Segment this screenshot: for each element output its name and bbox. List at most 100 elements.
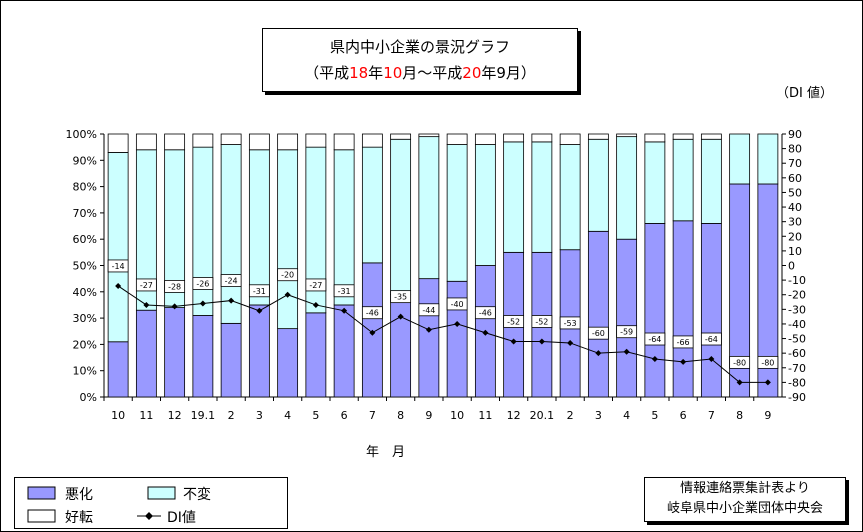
x-tick-label: 20.1: [530, 409, 555, 422]
di-label: -52: [535, 317, 548, 326]
x-tick-label: 7: [369, 409, 376, 422]
left-tick-label: 100%: [66, 128, 97, 141]
x-tick-label: 9: [764, 409, 771, 422]
bar-same: [587, 138, 609, 232]
x-tick-label: 7: [708, 409, 715, 422]
di-point: [199, 300, 206, 307]
di-label: -80: [733, 358, 746, 367]
x-tick-label: 10: [111, 409, 125, 422]
right-tick-label: 90: [788, 128, 802, 141]
right-tick-label: -80: [788, 376, 806, 389]
di-label-box: [559, 316, 581, 330]
x-tick-label: 9: [425, 409, 432, 422]
di-label: -40: [451, 300, 464, 309]
subtitle-part-1: 18: [349, 64, 369, 82]
di-point: [736, 379, 743, 386]
di-label: -59: [620, 328, 633, 337]
di-point: [312, 301, 319, 308]
source-note: 情報連絡票集計表より 岐阜県中小企業団体中央会: [644, 477, 846, 522]
bar-good: [503, 133, 525, 143]
bar-bad: [672, 220, 694, 398]
bar-good: [644, 133, 666, 143]
di-point: [397, 313, 404, 320]
di-label: -64: [648, 335, 661, 344]
left-tick-label: 50%: [73, 260, 97, 273]
legend-swatch-same: [147, 486, 176, 500]
di-label: -66: [677, 338, 690, 347]
di-label: -14: [112, 262, 125, 271]
di-label-box: [503, 315, 525, 328]
right-tick-label: -60: [788, 347, 806, 360]
di-label-box: [729, 355, 751, 369]
legend-swatch-di-marker: [145, 512, 153, 520]
bar-good: [333, 133, 355, 151]
right-tick-label: -40: [788, 318, 806, 331]
bar-bad: [333, 304, 355, 398]
bar-same: [446, 144, 468, 282]
di-point: [228, 297, 235, 304]
bar-same: [248, 149, 270, 306]
di-point: [284, 291, 291, 298]
di-point: [425, 326, 432, 333]
right-tick-label: 40: [788, 201, 802, 214]
di-point: [623, 348, 630, 355]
bar-good: [616, 133, 638, 138]
x-tick-label: 6: [680, 409, 687, 422]
di-label: -60: [592, 329, 605, 338]
bar-good: [192, 133, 214, 148]
di-label: -24: [225, 277, 238, 286]
x-tick-label: 4: [623, 409, 630, 422]
di-label: -20: [281, 271, 294, 280]
bar-good: [418, 133, 440, 138]
x-tick-label: 2: [567, 409, 574, 422]
di-point: [567, 339, 574, 346]
subtitle-part-2: 年: [368, 64, 384, 82]
left-tick-label: 70%: [73, 207, 97, 220]
di-label-box: [248, 284, 270, 298]
di-point: [171, 303, 178, 310]
bar-bad: [277, 328, 299, 398]
di-label-box: [135, 278, 157, 292]
right-tick-label: 30: [788, 216, 802, 229]
left-tick-label: 80%: [73, 181, 97, 194]
bar-same: [333, 149, 355, 306]
bar-same: [616, 136, 638, 240]
bar-same: [531, 141, 553, 253]
di-label-box: [474, 306, 496, 320]
bar-good: [248, 133, 270, 151]
bar-bad: [220, 322, 242, 398]
x-tick-label: 3: [595, 409, 602, 422]
right-tick-label: -70: [788, 362, 806, 375]
di-label-box: [672, 335, 694, 349]
bar-same: [559, 144, 581, 251]
legend-label-di: DI値: [167, 510, 196, 526]
di-point: [256, 307, 263, 314]
chart-title-box: 県内中小企業の景況グラフ （平成18年10月～平成20年9月）: [262, 28, 578, 92]
di-label: -44: [422, 306, 435, 315]
di-label-box: [446, 297, 468, 311]
legend-label-same: 不変: [183, 487, 211, 503]
di-point: [538, 338, 545, 345]
bar-good: [361, 133, 383, 148]
right-tick-label: 10: [788, 245, 802, 258]
left-tick-label: 10%: [73, 365, 97, 378]
bar-bad: [616, 238, 638, 398]
di-label-box: [164, 280, 186, 293]
chart-title: 県内中小企業の景況グラフ: [329, 38, 510, 56]
x-tick-label: 19.1: [191, 409, 216, 422]
bar-good: [164, 133, 186, 151]
di-label: -35: [394, 293, 407, 302]
bar-bad: [107, 341, 129, 398]
di-point: [595, 350, 602, 357]
bar-bad: [644, 223, 666, 398]
bar-good: [700, 133, 722, 140]
bar-same: [700, 138, 722, 224]
bar-good: [390, 133, 412, 140]
di-label: -31: [253, 287, 266, 296]
left-tick-label: 60%: [73, 233, 97, 246]
left-tick-label: 30%: [73, 312, 97, 325]
x-tick-label: 5: [651, 409, 658, 422]
di-label-box: [418, 303, 440, 317]
bar-bad: [390, 294, 412, 398]
